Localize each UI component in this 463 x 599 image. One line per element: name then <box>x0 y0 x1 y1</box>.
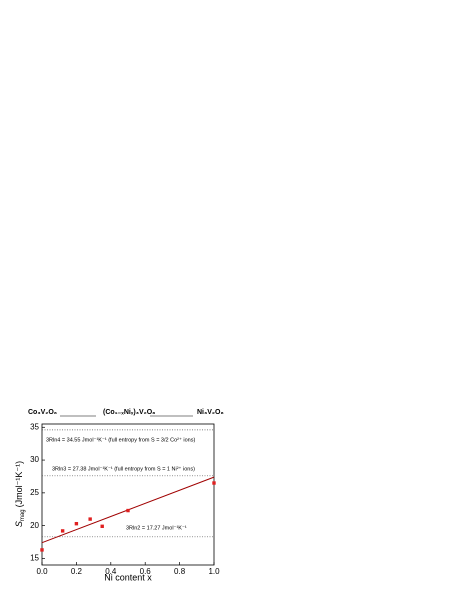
x-tick-label: 0.2 <box>71 567 83 576</box>
plot-frame <box>41 423 215 566</box>
header-label: (Co₁₋ₓNiₓ)₃V₂O₈ <box>103 409 155 416</box>
y-tick-label: 25 <box>30 488 39 497</box>
y-tick-label: 30 <box>30 455 39 464</box>
header-label: Co₃V₂O₈ <box>28 409 57 416</box>
data-point <box>88 517 92 521</box>
x-axis-label: Ni content x <box>104 572 152 582</box>
data-point <box>126 508 130 513</box>
y-label-subscript: mag <box>20 509 26 521</box>
x-tick-label: 1.0 <box>208 567 220 576</box>
y-tick-label: 20 <box>30 521 39 530</box>
y-label-symbol: S <box>14 521 24 527</box>
reference-label: 3Rln4 = 34.55 Jmol⁻¹K⁻¹ (full entropy fr… <box>46 436 195 443</box>
x-tick-label: 0.8 <box>174 567 186 576</box>
y-label-unit: (Jmol⁻¹K⁻¹) <box>14 461 24 508</box>
y-tick-label: 35 <box>30 422 39 431</box>
header-label: Ni₃V₂O₈ <box>197 409 224 416</box>
y-axis-label: Smag(Jmol⁻¹K⁻¹) <box>14 461 25 527</box>
y-tick-label: 15 <box>30 554 39 563</box>
reference-label: 3Rln3 = 27.38 Jmol⁻¹K⁻¹ (full entropy fr… <box>52 465 195 472</box>
x-tick-label: 0.4 <box>105 567 117 576</box>
x-tick-label: 0.6 <box>140 567 152 576</box>
x-tick-label: 0.0 <box>36 567 48 576</box>
data-point <box>74 521 79 526</box>
data-point <box>100 524 104 529</box>
data-point <box>212 481 216 485</box>
data-point <box>60 529 65 533</box>
data-point <box>40 548 44 552</box>
reference-label: 3Rln2 = 17.27 Jmol⁻¹K⁻¹ <box>126 525 187 531</box>
